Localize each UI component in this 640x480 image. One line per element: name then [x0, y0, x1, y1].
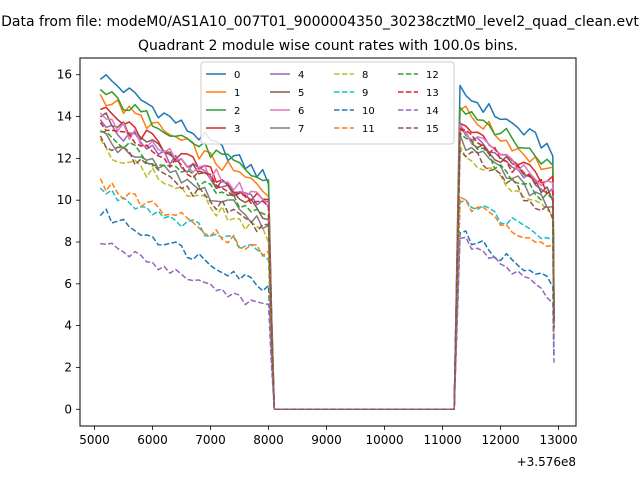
y-tick-label: 2	[64, 360, 72, 374]
legend-label-0: 0	[234, 70, 240, 81]
y-tick-label: 16	[57, 68, 72, 82]
legend-label-6: 6	[298, 106, 304, 117]
x-tick-label: 5000	[79, 433, 110, 447]
legend-label-1: 1	[234, 88, 240, 99]
x-offset-label: +3.576e8	[517, 455, 576, 469]
legend-label-11: 11	[362, 124, 375, 135]
series-line-15	[99, 135, 555, 411]
legend-label-7: 7	[298, 124, 304, 135]
chart-title: Quadrant 2 module wise count rates with …	[138, 38, 518, 54]
x-tick-label: 8000	[253, 433, 284, 447]
series-line-11	[99, 178, 555, 411]
y-tick-label: 6	[64, 277, 72, 291]
legend-label-4: 4	[298, 70, 304, 81]
x-axis: 5000 6000 7000 8000 9000 10000 11000 12000 13000	[79, 426, 578, 447]
legend-label-10: 10	[362, 106, 375, 117]
x-tick-label: 13000	[540, 433, 578, 447]
plot-area	[99, 74, 555, 411]
x-tick-label: 10000	[365, 433, 403, 447]
y-tick-label: 10	[57, 193, 72, 207]
y-tick-label: 4	[64, 319, 72, 333]
legend-label-9: 9	[362, 88, 368, 99]
series-line-5	[99, 112, 555, 411]
x-tick-label: 6000	[137, 433, 168, 447]
x-tick-label: 12000	[481, 433, 519, 447]
legend-label-3: 3	[234, 124, 240, 135]
legend-label-2: 2	[234, 106, 240, 117]
legend-frame	[200, 61, 455, 145]
series-line-10	[99, 208, 555, 411]
legend-label-5: 5	[298, 88, 304, 99]
x-tick-label: 9000	[311, 433, 342, 447]
series-line-6	[99, 112, 555, 411]
series-line-4	[99, 119, 555, 411]
y-tick-label: 8	[64, 235, 72, 249]
x-tick-label: 7000	[195, 433, 226, 447]
series-line-1	[99, 93, 555, 411]
series-line-13	[99, 122, 555, 411]
legend-label-13: 13	[426, 88, 439, 99]
series-line-8	[99, 138, 555, 411]
x-tick-label: 11000	[423, 433, 461, 447]
y-tick-label: 14	[57, 110, 72, 124]
figure-suptitle: Data from file: modeM0/AS1A10_007T01_900…	[1, 14, 639, 30]
series-line-2	[99, 88, 555, 411]
series-line-12	[100, 130, 555, 411]
series-line-9	[99, 187, 555, 411]
y-tick-label: 0	[64, 402, 72, 416]
legend-label-12: 12	[426, 70, 439, 81]
legend-label-15: 15	[426, 124, 439, 135]
legend-label-8: 8	[362, 70, 368, 81]
y-tick-label: 12	[57, 151, 72, 165]
legend-label-14: 14	[426, 106, 439, 117]
series-line-7	[99, 130, 555, 411]
y-axis: 0 2 4 6 8 10 12 14 16	[57, 68, 80, 416]
series-line-14	[100, 236, 555, 411]
